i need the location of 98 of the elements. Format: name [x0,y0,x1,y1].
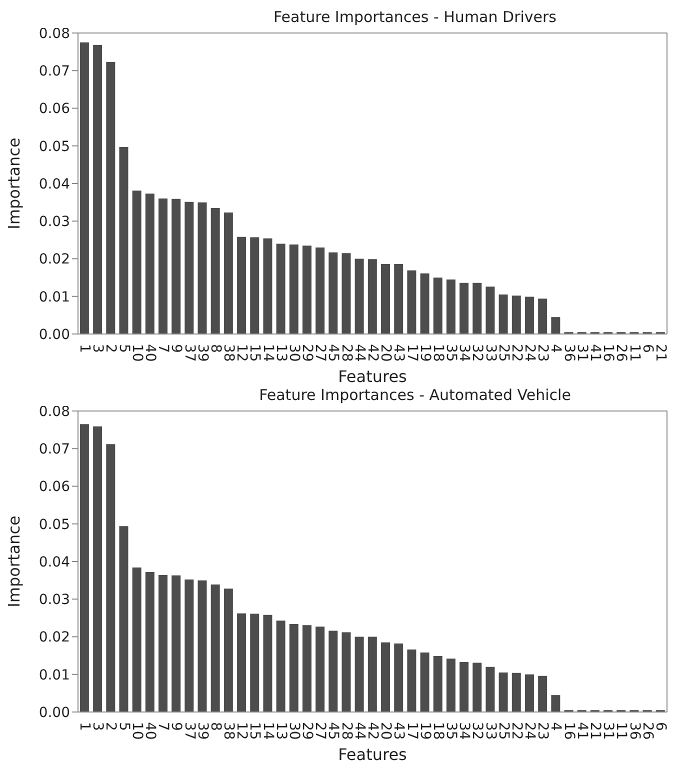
bar [342,253,351,334]
bar [460,662,469,712]
bar [407,650,416,712]
bar [394,644,404,712]
y-tick-label: 0.04 [38,176,70,192]
bar [472,282,482,334]
y-tick-label: 0.03 [38,592,70,608]
bar [486,286,495,334]
bar [498,672,508,712]
bar [407,270,416,334]
y-tick-label: 0.05 [38,516,70,533]
bar [381,642,390,712]
y-tick-label: 0.02 [38,252,70,268]
bar [354,258,364,334]
bar [237,613,246,712]
bar [420,273,430,334]
bar [132,190,142,334]
bar [224,588,233,712]
chart-title: Feature Importances - Human Drivers [273,8,556,26]
bar [538,676,548,712]
y-tick-label: 0.03 [38,214,70,230]
bar [106,62,116,334]
y-tick-label: 0.07 [38,442,70,458]
bar [276,244,286,334]
bar [446,658,456,712]
y-tick-label: 0.05 [38,138,70,155]
bar [512,672,521,712]
bar [119,526,128,712]
bar [158,198,168,334]
y-tick-label: 0.02 [38,630,70,646]
y-tick-label: 0.04 [38,554,70,570]
bar [394,264,404,334]
bar [184,580,194,712]
bar [433,656,442,712]
bar [184,202,194,334]
bar [106,444,116,712]
bar [224,212,233,334]
bar [524,674,534,712]
bar [302,246,312,334]
y-axis-title: Importance [4,138,24,230]
bar [132,568,142,712]
bar [472,662,482,712]
bar [250,614,260,712]
bar [368,636,377,712]
y-tick-label: 0.06 [38,101,70,118]
bar [93,45,102,334]
bar [145,572,154,712]
y-tick-label: 0.06 [38,479,70,496]
bar [250,237,260,334]
bar [210,584,220,712]
bar [172,575,181,712]
bar [524,296,534,334]
bar [80,424,89,712]
y-tick-label: 0.00 [38,704,70,721]
bar [551,695,560,712]
bar [368,259,377,334]
bar [302,625,312,712]
bar [354,636,364,712]
y-tick-label: 0.01 [38,667,70,684]
y-tick-label: 0.00 [38,326,70,343]
y-tick-label: 0.07 [38,64,70,80]
x-axis-title: Features [338,745,407,764]
bar [551,317,560,334]
y-tick-label: 0.01 [38,289,70,306]
bar [237,236,246,334]
bar [276,620,286,712]
bar [498,294,508,334]
x-tick-label: 42 [364,344,380,362]
bar [198,202,207,334]
bar [538,298,548,334]
bar [263,614,272,712]
bar [93,426,102,712]
bar [145,194,154,334]
y-axis-title: Importance [4,516,24,608]
bar [420,652,430,712]
bar [289,624,298,712]
bar [263,238,272,334]
x-axis-title: Features [338,367,407,386]
bar [433,278,442,334]
bar [119,147,128,334]
bar [446,279,456,334]
bar [512,296,521,334]
bar [342,632,351,712]
bar [328,252,338,334]
bar [460,282,469,334]
chart-title: Feature Importances - Automated Vehicle [259,386,571,404]
bar [486,666,495,712]
bar [316,247,325,334]
bar [172,198,181,334]
x-tick-label: 42 [364,722,380,740]
bar [289,244,298,334]
bar [328,630,338,712]
bar [381,264,390,334]
bar [80,42,89,334]
bar [316,626,325,712]
bar [158,575,168,712]
bar [198,580,207,712]
bar [210,208,220,334]
